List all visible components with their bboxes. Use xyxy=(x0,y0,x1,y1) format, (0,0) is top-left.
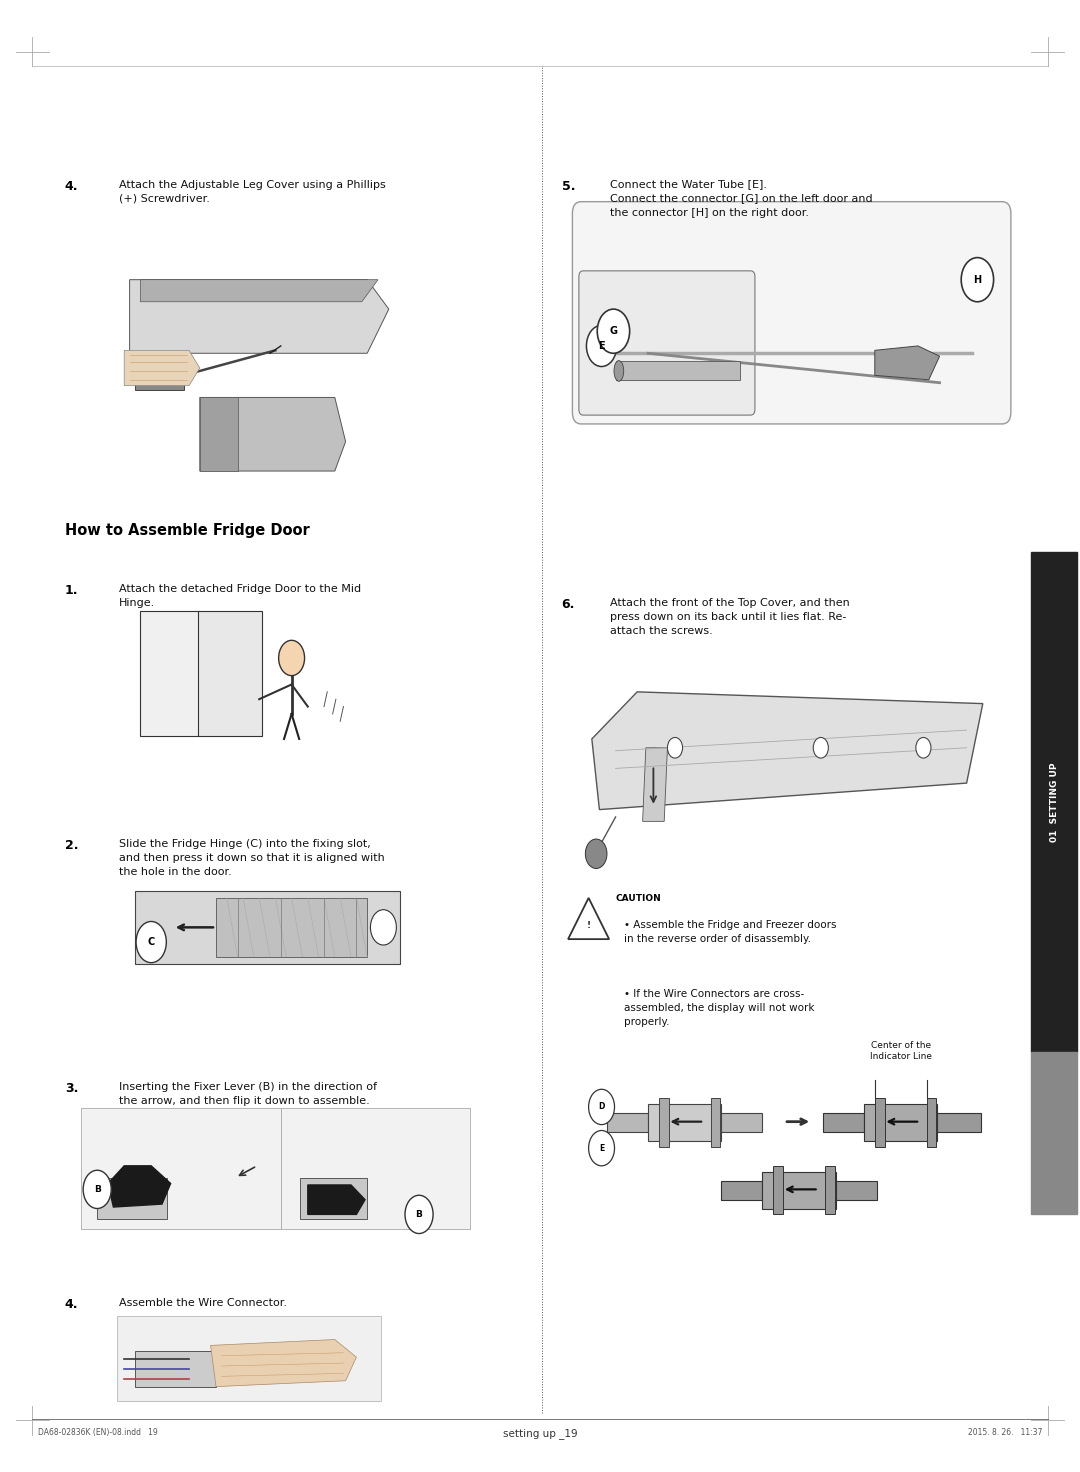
Polygon shape xyxy=(200,397,346,471)
Polygon shape xyxy=(648,1104,721,1141)
Circle shape xyxy=(136,921,166,963)
Polygon shape xyxy=(140,280,378,302)
Polygon shape xyxy=(875,346,940,380)
Text: Attach the Adjustable Leg Cover using a Phillips
(+) Screwdriver.: Attach the Adjustable Leg Cover using a … xyxy=(119,180,386,203)
Circle shape xyxy=(585,839,607,868)
Text: 6.: 6. xyxy=(562,598,575,611)
FancyBboxPatch shape xyxy=(579,271,755,415)
Polygon shape xyxy=(135,891,400,964)
Bar xyxy=(1031,552,1077,1052)
Text: 1.: 1. xyxy=(65,584,78,598)
Polygon shape xyxy=(135,361,184,390)
Text: Slide the Fridge Hinge (C) into the fixing slot,
and then press it down so that : Slide the Fridge Hinge (C) into the fixi… xyxy=(119,839,384,877)
Bar xyxy=(117,1316,381,1401)
Polygon shape xyxy=(875,1098,885,1147)
Text: G: G xyxy=(609,327,618,336)
Polygon shape xyxy=(823,1113,864,1132)
Polygon shape xyxy=(721,1181,762,1200)
Circle shape xyxy=(83,1170,111,1209)
Polygon shape xyxy=(937,1113,981,1132)
Circle shape xyxy=(370,910,396,945)
Polygon shape xyxy=(97,1178,167,1219)
Polygon shape xyxy=(825,1166,835,1214)
Bar xyxy=(81,1108,281,1229)
Bar xyxy=(140,611,200,736)
Text: 5.: 5. xyxy=(562,180,576,193)
Text: • If the Wire Connectors are cross-
assembled, the display will not work
properl: • If the Wire Connectors are cross- asse… xyxy=(624,989,814,1027)
Circle shape xyxy=(405,1195,433,1234)
Polygon shape xyxy=(607,1113,648,1132)
Circle shape xyxy=(589,1130,615,1166)
Text: Attach the front of the Top Cover, and then
press down on its back until it lies: Attach the front of the Top Cover, and t… xyxy=(610,598,850,636)
Circle shape xyxy=(961,258,994,302)
Polygon shape xyxy=(308,1185,365,1214)
Polygon shape xyxy=(568,898,609,939)
Polygon shape xyxy=(135,1351,216,1387)
Polygon shape xyxy=(864,1104,937,1141)
Polygon shape xyxy=(616,361,740,380)
Polygon shape xyxy=(721,1113,762,1132)
Text: 2015. 8. 26.   11:37: 2015. 8. 26. 11:37 xyxy=(968,1428,1042,1437)
Text: How to Assemble Fridge Door: How to Assemble Fridge Door xyxy=(65,523,310,537)
Circle shape xyxy=(279,640,305,676)
Polygon shape xyxy=(124,350,200,386)
Text: Assemble the Wire Connector.: Assemble the Wire Connector. xyxy=(119,1298,287,1309)
Text: B: B xyxy=(94,1185,100,1194)
Ellipse shape xyxy=(613,361,624,381)
Circle shape xyxy=(586,325,617,367)
Text: B: B xyxy=(416,1210,422,1219)
Text: H: H xyxy=(973,275,982,284)
Text: CAUTION: CAUTION xyxy=(616,894,661,902)
Bar xyxy=(281,1108,470,1229)
Polygon shape xyxy=(762,1172,836,1209)
Bar xyxy=(1031,1052,1077,1214)
Text: 4.: 4. xyxy=(65,180,78,193)
Polygon shape xyxy=(836,1181,877,1200)
Polygon shape xyxy=(659,1098,669,1147)
Text: Inserting the Fixer Lever (B) in the direction of
the arrow, and then flip it do: Inserting the Fixer Lever (B) in the dir… xyxy=(119,1082,377,1105)
Polygon shape xyxy=(927,1098,936,1147)
Circle shape xyxy=(916,737,931,758)
Bar xyxy=(198,611,262,736)
Text: C: C xyxy=(148,938,154,946)
Text: Center of the
Indicator Line: Center of the Indicator Line xyxy=(869,1041,932,1061)
Text: 01  SETTING UP: 01 SETTING UP xyxy=(1050,762,1058,842)
Text: DA68-02836K (EN)-08.indd   19: DA68-02836K (EN)-08.indd 19 xyxy=(38,1428,158,1437)
Circle shape xyxy=(589,1089,615,1125)
Text: Attach the detached Fridge Door to the Mid
Hinge.: Attach the detached Fridge Door to the M… xyxy=(119,584,361,608)
Text: D: D xyxy=(598,1103,605,1111)
Polygon shape xyxy=(592,692,983,810)
Text: 3.: 3. xyxy=(65,1082,78,1095)
Polygon shape xyxy=(200,397,238,471)
Polygon shape xyxy=(108,1166,171,1207)
Polygon shape xyxy=(711,1098,720,1147)
Circle shape xyxy=(597,309,630,353)
Text: setting up _19: setting up _19 xyxy=(502,1428,578,1438)
Text: !: ! xyxy=(586,921,591,930)
Text: E: E xyxy=(598,342,605,350)
Polygon shape xyxy=(300,1178,367,1219)
Text: Connect the Water Tube [E].
Connect the connector [G] on the left door and
the c: Connect the Water Tube [E]. Connect the … xyxy=(610,180,873,218)
Circle shape xyxy=(667,737,683,758)
Polygon shape xyxy=(211,1340,356,1387)
Circle shape xyxy=(813,737,828,758)
Polygon shape xyxy=(130,280,389,353)
Polygon shape xyxy=(773,1166,783,1214)
Text: 4.: 4. xyxy=(65,1298,78,1312)
FancyBboxPatch shape xyxy=(572,202,1011,424)
Polygon shape xyxy=(643,748,667,821)
Text: • Assemble the Fridge and Freezer doors
in the reverse order of disassembly.: • Assemble the Fridge and Freezer doors … xyxy=(624,920,837,944)
Text: E: E xyxy=(599,1144,604,1153)
Polygon shape xyxy=(216,898,367,957)
Text: 2.: 2. xyxy=(65,839,78,852)
